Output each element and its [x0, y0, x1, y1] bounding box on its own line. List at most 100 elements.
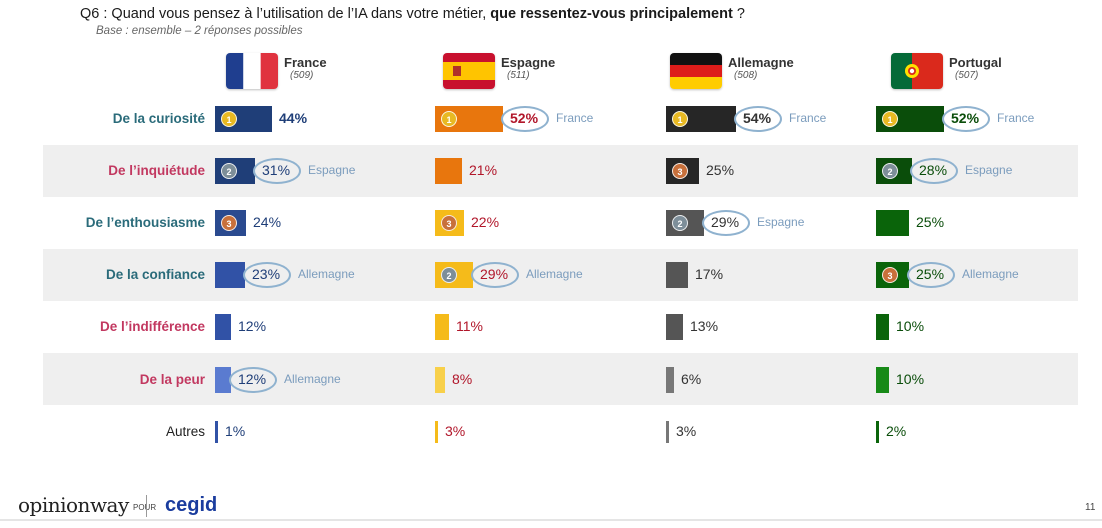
- value-label-indifference-espagne: 11%: [456, 318, 483, 334]
- comparison-label-curiosite-espagne: France: [556, 111, 594, 125]
- value-label-curiosite-allemagne: 54%: [743, 110, 772, 126]
- footer-divider: [0, 519, 1102, 521]
- value-label-peur-portugal: 10%: [896, 371, 925, 387]
- rank-3-medal-icon: 3: [441, 215, 457, 231]
- highlight-circle-curiosite-espagne: [501, 106, 549, 132]
- value-label-confiance-france: 23%: [252, 266, 281, 282]
- bar-confiance-allemagne: [666, 262, 688, 288]
- comparison-label-enthousiasme-allemagne: Espagne: [757, 215, 805, 229]
- value-label-enthousiasme-allemagne: 29%: [711, 214, 740, 230]
- bar-peur-espagne: [435, 367, 445, 393]
- highlight-circle-enthousiasme-allemagne: [702, 210, 750, 236]
- country-base: (508): [734, 70, 758, 81]
- bar-autres-portugal: [876, 421, 879, 443]
- comparison-label-confiance-espagne: Allemagne: [526, 267, 583, 281]
- bar-enthousiasme-portugal: [876, 210, 909, 236]
- highlight-circle-inquietude-portugal: [910, 158, 958, 184]
- value-label-curiosite-portugal: 52%: [951, 110, 980, 126]
- value-label-peur-allemagne: 6%: [681, 371, 702, 387]
- bar-confiance-france: [215, 262, 245, 288]
- row-label-peur: De la peur: [139, 372, 205, 387]
- highlight-circle-peur-france: [229, 367, 277, 393]
- pour-label: POUR: [133, 503, 157, 512]
- value-label-indifference-allemagne: 13%: [690, 318, 719, 334]
- opinionway-logo: opinionway: [18, 493, 129, 517]
- row-label-inquietude: De l’inquiétude: [108, 163, 205, 178]
- highlight-circle-confiance-portugal: [907, 262, 955, 288]
- comparison-label-confiance-france: Allemagne: [298, 267, 355, 281]
- value-label-inquietude-espagne: 21%: [469, 162, 498, 178]
- highlight-circle-inquietude-france: [253, 158, 301, 184]
- bar-inquietude-espagne: [435, 158, 462, 184]
- value-label-confiance-espagne: 29%: [480, 266, 509, 282]
- country-name: Espagne: [501, 55, 556, 70]
- rank-3-medal-icon: 3: [672, 163, 688, 179]
- rank-1-medal-icon: 1: [882, 111, 898, 127]
- cegid-logo: cegid: [165, 494, 218, 516]
- bar-indifference-allemagne: [666, 314, 683, 340]
- bar-indifference-france: [215, 314, 231, 340]
- rank-2-medal-icon: 2: [221, 163, 237, 179]
- comparison-label-confiance-portugal: Allemagne: [962, 267, 1019, 281]
- portugal-flag-icon: [891, 53, 943, 89]
- country-name: Portugal: [949, 55, 1002, 70]
- bar-autres-allemagne: [666, 421, 669, 443]
- rank-3-medal-icon: 3: [882, 267, 898, 283]
- value-label-peur-france: 12%: [238, 371, 267, 387]
- highlight-circle-curiosite-portugal: [942, 106, 990, 132]
- title-suffix: ?: [732, 6, 745, 22]
- row-label-autres: Autres: [165, 424, 205, 439]
- value-label-confiance-allemagne: 17%: [695, 266, 724, 282]
- comparison-label-curiosite-allemagne: France: [789, 111, 827, 125]
- row-label-enthousiasme: De l’enthousiasme: [85, 215, 205, 230]
- value-label-inquietude-portugal: 28%: [919, 162, 948, 178]
- country-name: Allemagne: [728, 55, 794, 70]
- value-label-inquietude-allemagne: 25%: [706, 162, 735, 178]
- country-base: (509): [290, 70, 314, 81]
- value-label-enthousiasme-portugal: 25%: [916, 214, 945, 230]
- value-label-autres-france: 1%: [225, 423, 246, 439]
- bar-peur-france: [215, 367, 231, 393]
- bar-peur-portugal: [876, 367, 889, 393]
- value-label-curiosite-france: 44%: [279, 110, 308, 126]
- logo-separator: [146, 495, 147, 517]
- title-bold: que ressentez-vous principalement: [490, 6, 733, 22]
- bar-autres-france: [215, 421, 218, 443]
- value-label-autres-espagne: 3%: [445, 423, 466, 439]
- rank-1-medal-icon: 1: [441, 111, 457, 127]
- row-label-curiosite: De la curiosité: [112, 111, 205, 126]
- value-label-peur-espagne: 8%: [452, 371, 473, 387]
- bar-autres-espagne: [435, 421, 438, 443]
- country-base: (507): [955, 70, 979, 81]
- country-base: (511): [507, 70, 530, 81]
- bar-indifference-espagne: [435, 314, 449, 340]
- value-label-indifference-france: 12%: [238, 318, 267, 334]
- value-label-enthousiasme-france: 24%: [253, 214, 282, 230]
- country-name: France: [284, 55, 327, 70]
- bar-peur-allemagne: [666, 367, 674, 393]
- rank-1-medal-icon: 1: [221, 111, 237, 127]
- france-flag-icon: [226, 53, 278, 89]
- comparison-label-curiosite-portugal: France: [997, 111, 1035, 125]
- page-number: 11: [1085, 502, 1096, 513]
- rank-3-medal-icon: 3: [221, 215, 237, 231]
- comparison-label-inquietude-france: Espagne: [308, 163, 356, 177]
- highlight-circle-confiance-france: [243, 262, 291, 288]
- comparison-label-inquietude-portugal: Espagne: [965, 163, 1013, 177]
- value-label-autres-allemagne: 3%: [676, 423, 697, 439]
- spain-flag-icon: [443, 53, 495, 89]
- row-label-indifference: De l’indifférence: [99, 319, 205, 334]
- chart-title: Q6 : Quand vous pensez à l’utilisation d…: [80, 6, 745, 22]
- value-label-inquietude-france: 31%: [262, 162, 291, 178]
- highlight-circle-curiosite-allemagne: [734, 106, 782, 132]
- rank-1-medal-icon: 1: [672, 111, 688, 127]
- rank-2-medal-icon: 2: [882, 163, 898, 179]
- value-label-enthousiasme-espagne: 22%: [471, 214, 500, 230]
- rank-2-medal-icon: 2: [672, 215, 688, 231]
- highlight-circle-confiance-espagne: [471, 262, 519, 288]
- value-label-autres-portugal: 2%: [886, 423, 907, 439]
- value-label-confiance-portugal: 25%: [916, 266, 945, 282]
- value-label-indifference-portugal: 10%: [896, 318, 925, 334]
- rank-2-medal-icon: 2: [441, 267, 457, 283]
- value-label-curiosite-espagne: 52%: [510, 110, 539, 126]
